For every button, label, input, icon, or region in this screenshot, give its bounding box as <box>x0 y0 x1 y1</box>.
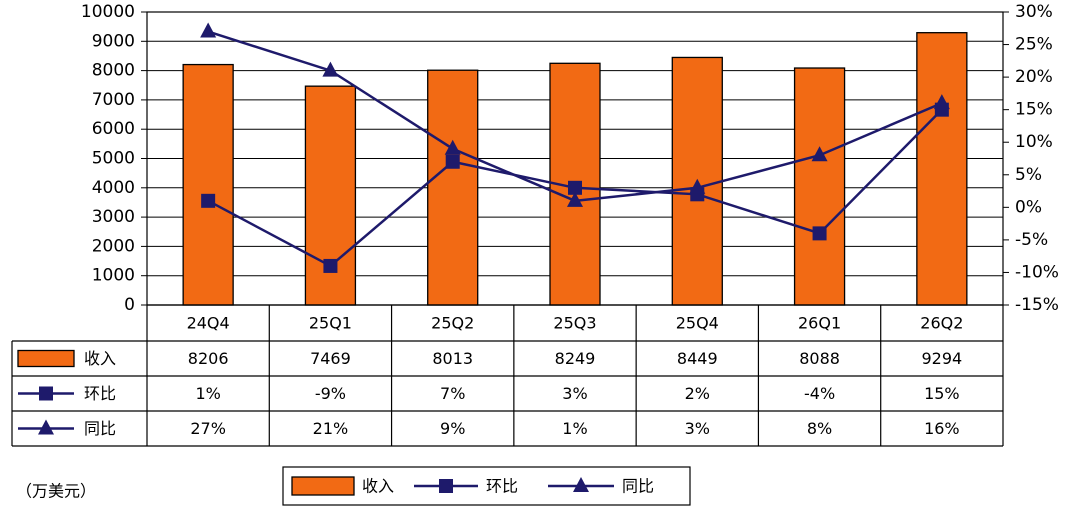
data-label: -4% <box>804 384 835 403</box>
data-label: 27% <box>190 419 226 438</box>
data-label: 2% <box>685 384 710 403</box>
y-tick-label: 3000 <box>92 207 135 227</box>
category-label: 25Q1 <box>309 314 352 333</box>
y-tick-label: 8000 <box>92 61 135 81</box>
y-tick-label: 7000 <box>92 90 135 110</box>
legend-环比-marker <box>439 479 453 493</box>
legend-收入-swatch <box>291 476 355 496</box>
y-tick-label: 6000 <box>92 119 135 139</box>
point-环比-25Q1 <box>323 258 338 273</box>
data-label: -9% <box>315 384 346 403</box>
category-label: 26Q1 <box>798 314 841 333</box>
y-tick-label: 0 <box>124 295 135 315</box>
bar-24Q4 <box>182 63 234 306</box>
legend-label: 收入 <box>362 477 394 496</box>
category-label: 25Q3 <box>553 314 596 333</box>
point-环比-26Q1 <box>812 226 827 241</box>
y2-tick-label: 25% <box>1015 35 1053 55</box>
data-label: 8249 <box>555 349 596 368</box>
legend-同比-marker <box>573 477 589 492</box>
point-同比-25Q1 <box>322 61 339 77</box>
y-tick-label: 10000 <box>81 2 135 22</box>
point-同比-26Q1 <box>811 146 828 162</box>
y2-tick-label: 15% <box>1015 100 1053 120</box>
data-label: 7% <box>440 384 465 403</box>
point-环比-25Q2 <box>445 154 460 169</box>
y2-tick-label: -10% <box>1015 262 1059 282</box>
data-label: 1% <box>562 419 587 438</box>
data-label: 1% <box>195 384 220 403</box>
y-tick-label: 5000 <box>92 149 135 169</box>
y-tick-label: 4000 <box>92 178 135 198</box>
point-同比-25Q3 <box>567 191 583 207</box>
row-key-marker <box>39 386 53 401</box>
y2-tick-label: -15% <box>1015 295 1059 315</box>
row-key-swatch <box>17 349 75 368</box>
category-label: 24Q4 <box>187 314 230 333</box>
y2-tick-label: -5% <box>1015 230 1048 250</box>
y2-tick-label: 30% <box>1015 2 1053 22</box>
data-label: 8% <box>807 419 832 438</box>
data-label: 8013 <box>432 349 473 368</box>
category-label: 26Q2 <box>920 314 963 333</box>
bar-25Q2 <box>427 69 479 306</box>
point-同比-26Q2 <box>933 94 950 110</box>
data-label: 8449 <box>677 349 718 368</box>
y-tick-label: 2000 <box>92 236 135 256</box>
point-同比-25Q2 <box>444 139 461 155</box>
point-同比-24Q4 <box>200 22 217 38</box>
unit-note: （万美元） <box>16 482 96 501</box>
y2-tick-label: 0% <box>1015 197 1042 217</box>
data-label: 15% <box>924 384 960 403</box>
y-tick-label: 1000 <box>92 266 135 286</box>
data-label: 3% <box>562 384 587 403</box>
point-同比-25Q4 <box>689 178 706 194</box>
data-label: 3% <box>685 419 710 438</box>
data-label: 9% <box>440 419 465 438</box>
bar-26Q2 <box>916 32 968 306</box>
data-label: 8206 <box>188 349 229 368</box>
data-label: 9294 <box>921 349 962 368</box>
bar-26Q1 <box>793 67 846 306</box>
y2-tick-label: 20% <box>1015 67 1053 87</box>
row-header-label: 同比 <box>84 419 116 438</box>
row-key-marker <box>38 419 54 435</box>
data-label: 8088 <box>799 349 840 368</box>
point-环比-24Q4 <box>201 193 216 208</box>
data-label: 16% <box>924 419 960 438</box>
data-label: 7469 <box>310 349 351 368</box>
y2-tick-label: 10% <box>1015 132 1053 152</box>
y2-tick-label: 5% <box>1015 165 1042 185</box>
legend-label: 环比 <box>486 477 518 496</box>
data-label: 21% <box>313 419 349 438</box>
row-header-label: 环比 <box>84 384 116 403</box>
y-tick-label: 9000 <box>92 31 135 51</box>
category-label: 25Q2 <box>431 314 474 333</box>
category-label: 25Q4 <box>676 314 719 333</box>
row-header-label: 收入 <box>84 349 116 368</box>
legend-label: 同比 <box>622 477 654 496</box>
point-环比-25Q3 <box>568 180 582 195</box>
